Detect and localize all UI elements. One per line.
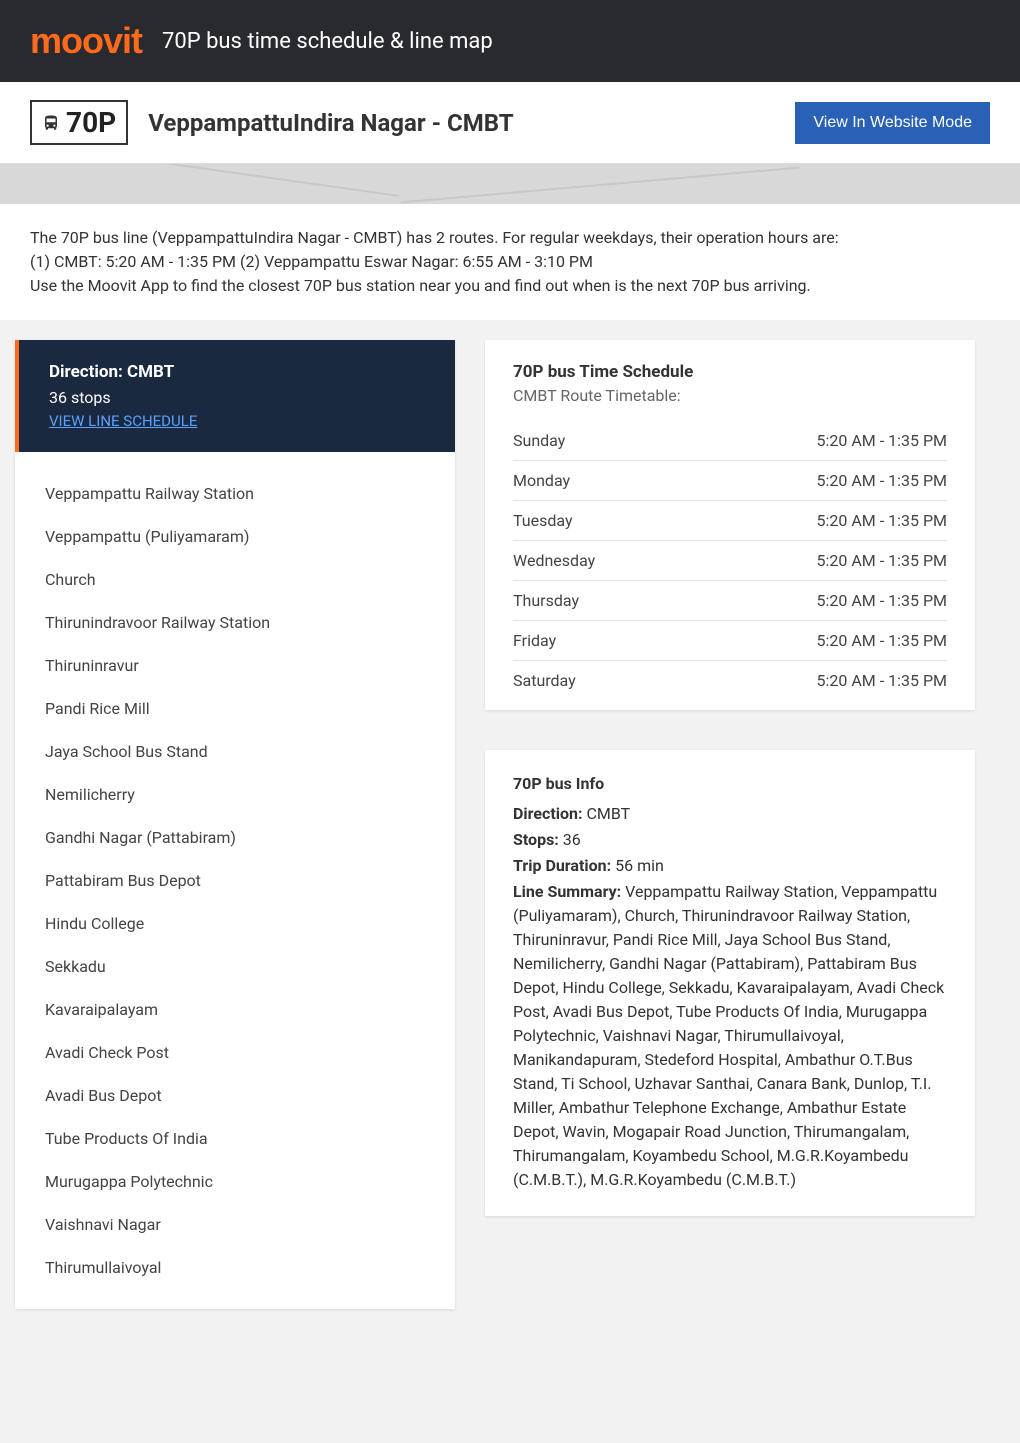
stop-item: Veppampattu Railway Station	[45, 472, 425, 515]
stop-item: Thiruninravur	[45, 644, 425, 687]
left-column: Direction: CMBT 36 stops VIEW LINE SCHED…	[15, 340, 455, 1309]
info-stops-value: 36	[559, 830, 581, 849]
stop-item: Church	[45, 558, 425, 601]
stops-count: 36 stops	[49, 388, 425, 407]
schedule-title: 70P bus Time Schedule	[513, 362, 947, 382]
info-summary: Line Summary: Veppampattu Railway Statio…	[513, 880, 947, 1192]
route-left: 70P VeppampattuIndira Nagar - CMBT	[30, 100, 514, 145]
stop-item: Thirumullaivoyal	[45, 1246, 425, 1289]
brand-logo: moovit	[30, 20, 142, 62]
info-direction-label: Direction:	[513, 804, 582, 823]
schedule-time: 5:20 AM - 1:35 PM	[817, 471, 947, 490]
schedule-row: Sunday 5:20 AM - 1:35 PM	[513, 421, 947, 461]
stop-item: Avadi Check Post	[45, 1031, 425, 1074]
schedule-day: Wednesday	[513, 551, 595, 570]
schedule-time: 5:20 AM - 1:35 PM	[817, 591, 947, 610]
schedule-row: Thursday 5:20 AM - 1:35 PM	[513, 581, 947, 621]
schedule-time: 5:20 AM - 1:35 PM	[817, 431, 947, 450]
schedule-row: Monday 5:20 AM - 1:35 PM	[513, 461, 947, 501]
info-summary-value: Veppampattu Railway Station, Veppampattu…	[513, 882, 944, 1189]
direction-title: Direction: CMBT	[49, 362, 425, 382]
view-website-button[interactable]: View In Website Mode	[795, 102, 990, 144]
info-duration: Trip Duration: 56 min	[513, 854, 947, 878]
schedule-day: Tuesday	[513, 511, 573, 530]
intro-line-1: The 70P bus line (VeppampattuIndira Naga…	[30, 226, 990, 250]
schedule-time: 5:20 AM - 1:35 PM	[817, 551, 947, 570]
schedule-time: 5:20 AM - 1:35 PM	[817, 671, 947, 690]
brand-name: moovit	[30, 20, 142, 62]
page-header: moovit 70P bus time schedule & line map	[0, 0, 1020, 82]
stop-item: Gandhi Nagar (Pattabiram)	[45, 816, 425, 859]
schedule-row: Tuesday 5:20 AM - 1:35 PM	[513, 501, 947, 541]
info-summary-label: Line Summary:	[513, 882, 621, 901]
schedule-time: 5:20 AM - 1:35 PM	[817, 631, 947, 650]
direction-card: Direction: CMBT 36 stops VIEW LINE SCHED…	[15, 340, 455, 1309]
bus-icon	[42, 114, 60, 132]
stop-item: Kavaraipalayam	[45, 988, 425, 1031]
route-badge: 70P	[30, 100, 128, 145]
direction-header: Direction: CMBT 36 stops VIEW LINE SCHED…	[15, 340, 455, 452]
schedule-day: Monday	[513, 471, 570, 490]
right-column: 70P bus Time Schedule CMBT Route Timetab…	[485, 340, 975, 1216]
route-name: VeppampattuIndira Nagar - CMBT	[148, 109, 513, 137]
route-number: 70P	[66, 106, 116, 139]
stop-item: Avadi Bus Depot	[45, 1074, 425, 1117]
schedule-day: Thursday	[513, 591, 579, 610]
info-duration-label: Trip Duration:	[513, 856, 611, 875]
view-schedule-link[interactable]: VIEW LINE SCHEDULE	[49, 412, 197, 430]
stop-item: Thirunindravoor Railway Station	[45, 601, 425, 644]
stops-list: Veppampattu Railway StationVeppampattu (…	[15, 452, 455, 1309]
info-title: 70P bus Info	[513, 772, 947, 796]
schedule-row: Wednesday 5:20 AM - 1:35 PM	[513, 541, 947, 581]
schedule-row: Friday 5:20 AM - 1:35 PM	[513, 621, 947, 661]
stop-item: Sekkadu	[45, 945, 425, 988]
intro-line-3: Use the Moovit App to find the closest 7…	[30, 274, 990, 298]
schedule-day: Sunday	[513, 431, 565, 450]
header-title: 70P bus time schedule & line map	[162, 29, 493, 54]
content-area: Direction: CMBT 36 stops VIEW LINE SCHED…	[0, 320, 1020, 1349]
stop-item: Veppampattu (Puliyamaram)	[45, 515, 425, 558]
schedule-row: Saturday 5:20 AM - 1:35 PM	[513, 661, 947, 700]
schedule-day: Friday	[513, 631, 556, 650]
stop-item: Tube Products Of India	[45, 1117, 425, 1160]
info-direction-value: CMBT	[582, 804, 630, 823]
info-card: 70P bus Info Direction: CMBT Stops: 36 T…	[485, 750, 975, 1216]
stop-item: Murugappa Polytechnic	[45, 1160, 425, 1203]
schedule-time: 5:20 AM - 1:35 PM	[817, 511, 947, 530]
stop-item: Vaishnavi Nagar	[45, 1203, 425, 1246]
stop-item: Nemilicherry	[45, 773, 425, 816]
schedule-card: 70P bus Time Schedule CMBT Route Timetab…	[485, 340, 975, 710]
stop-item: Hindu College	[45, 902, 425, 945]
map-strip	[0, 164, 1020, 204]
schedule-subtitle: CMBT Route Timetable:	[513, 386, 947, 405]
intro-text: The 70P bus line (VeppampattuIndira Naga…	[0, 204, 1020, 320]
stop-item: Pandi Rice Mill	[45, 687, 425, 730]
info-stops-label: Stops:	[513, 830, 559, 849]
schedule-table: Sunday 5:20 AM - 1:35 PM Monday 5:20 AM - 1…	[513, 421, 947, 700]
schedule-day: Saturday	[513, 671, 576, 690]
info-duration-value: 56 min	[611, 856, 664, 875]
stop-item: Pattabiram Bus Depot	[45, 859, 425, 902]
intro-line-2: (1) CMBT: 5:20 AM - 1:35 PM (2) Veppampa…	[30, 250, 990, 274]
stop-item: Jaya School Bus Stand	[45, 730, 425, 773]
info-direction: Direction: CMBT	[513, 802, 947, 826]
route-bar: 70P VeppampattuIndira Nagar - CMBT View …	[0, 82, 1020, 164]
info-stops: Stops: 36	[513, 828, 947, 852]
